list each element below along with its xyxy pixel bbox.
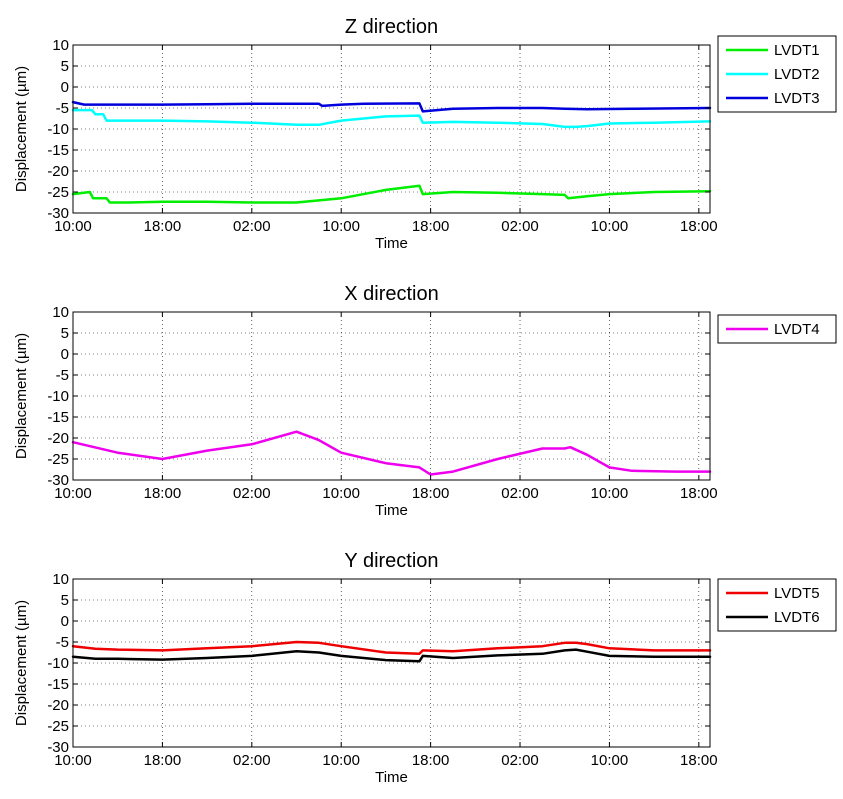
y-tick-label: -25 bbox=[47, 184, 69, 201]
y-tick-label: -10 bbox=[47, 121, 69, 138]
y-tick-label: -15 bbox=[47, 409, 69, 426]
legend-label: LVDT4 bbox=[774, 321, 820, 338]
legend: LVDT5 LVDT6 bbox=[717, 578, 837, 632]
x-tick-label: 10:00 bbox=[322, 752, 360, 769]
y-tick-label: 0 bbox=[61, 613, 69, 630]
series-line-lvdt2 bbox=[71, 108, 712, 129]
x-tick-label: 02:00 bbox=[501, 218, 539, 235]
x-tick-label: 02:00 bbox=[501, 752, 539, 769]
y-tick-label: 10 bbox=[52, 571, 69, 588]
y-tick-label: 0 bbox=[61, 79, 69, 96]
y-tick-label: -5 bbox=[56, 367, 69, 384]
y-tick-label: -10 bbox=[47, 388, 69, 405]
x-tick-label: 18:00 bbox=[144, 752, 182, 769]
y-tick-label: -30 bbox=[47, 472, 69, 489]
legend-label: LVDT6 bbox=[774, 609, 820, 626]
y-tick-label: -10 bbox=[47, 655, 69, 672]
y-tick-label: 5 bbox=[61, 58, 69, 75]
x-tick-label: 10:00 bbox=[591, 752, 629, 769]
x-tick-label: 02:00 bbox=[501, 485, 539, 502]
x-tick-label: 18:00 bbox=[412, 485, 450, 502]
legend-label: LVDT2 bbox=[774, 66, 820, 83]
x-axis-label: Time bbox=[375, 235, 408, 252]
x-tick-label: 18:00 bbox=[680, 752, 718, 769]
legend: LVDT4 bbox=[717, 314, 837, 344]
x-tick-label: 18:00 bbox=[680, 485, 718, 502]
x-tick-label: 18:00 bbox=[412, 752, 450, 769]
y-axis-label: Displacement (µm) bbox=[13, 66, 30, 192]
x-tick-label: 10:00 bbox=[322, 218, 360, 235]
x-tick-label: 02:00 bbox=[233, 218, 271, 235]
plot-frame bbox=[72, 311, 711, 481]
legend-label: LVDT1 bbox=[774, 42, 820, 59]
y-tick-label: -5 bbox=[56, 100, 69, 117]
x-tick-label: 18:00 bbox=[144, 485, 182, 502]
y-tick-label: 0 bbox=[61, 346, 69, 363]
y-tick-label: 10 bbox=[52, 304, 69, 321]
y-tick-label: -20 bbox=[47, 163, 69, 180]
y-tick-label: 5 bbox=[61, 325, 69, 342]
chart-title: X direction bbox=[344, 283, 439, 305]
plot-frame bbox=[72, 578, 711, 748]
series-line-lvdt1 bbox=[71, 184, 712, 204]
series-line-lvdt5 bbox=[71, 640, 712, 656]
legend-label: LVDT5 bbox=[774, 585, 820, 602]
x-tick-label: 18:00 bbox=[412, 218, 450, 235]
y-tick-label: 5 bbox=[61, 592, 69, 609]
y-tick-label: -5 bbox=[56, 634, 69, 651]
x-tick-label: 18:00 bbox=[144, 218, 182, 235]
x-tick-label: 10:00 bbox=[591, 218, 629, 235]
x-axis-label: Time bbox=[375, 769, 408, 786]
chart-title: Y direction bbox=[344, 550, 438, 572]
legend-box bbox=[717, 578, 837, 632]
y-tick-label: 10 bbox=[52, 37, 69, 54]
y-tick-label: -15 bbox=[47, 142, 69, 159]
y-tick-label: -30 bbox=[47, 739, 69, 756]
y-tick-label: -20 bbox=[47, 430, 69, 447]
x-tick-label: 18:00 bbox=[680, 218, 718, 235]
plot-frame bbox=[72, 44, 711, 214]
y-tick-label: -30 bbox=[47, 205, 69, 222]
x-tick-label: 10:00 bbox=[54, 485, 92, 502]
legend-label: LVDT3 bbox=[774, 90, 820, 107]
x-tick-label: 10:00 bbox=[54, 218, 92, 235]
y-tick-label: -15 bbox=[47, 676, 69, 693]
x-tick-label: 10:00 bbox=[54, 752, 92, 769]
x-tick-label: 10:00 bbox=[322, 485, 360, 502]
y-axis-label: Displacement (µm) bbox=[13, 600, 30, 726]
y-tick-label: -25 bbox=[47, 451, 69, 468]
x-axis-label: Time bbox=[375, 502, 408, 519]
y-axis-label: Displacement (µm) bbox=[13, 333, 30, 459]
series-line-lvdt6 bbox=[71, 648, 712, 663]
legend: LVDT1 LVDT2 LVDT3 bbox=[717, 35, 837, 113]
y-tick-label: -25 bbox=[47, 718, 69, 735]
chart-title: Z direction bbox=[345, 16, 438, 38]
series-line-lvdt3 bbox=[71, 100, 712, 113]
x-tick-label: 10:00 bbox=[591, 485, 629, 502]
series-line-lvdt4 bbox=[71, 430, 712, 476]
x-tick-label: 02:00 bbox=[233, 752, 271, 769]
y-tick-label: -20 bbox=[47, 697, 69, 714]
x-tick-label: 02:00 bbox=[233, 485, 271, 502]
